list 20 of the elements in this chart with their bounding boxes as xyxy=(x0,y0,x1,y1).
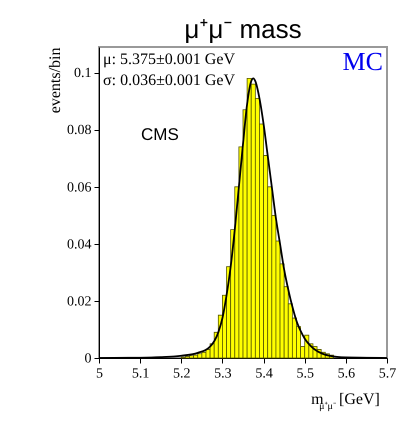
y-axis-title: events/bin xyxy=(47,48,64,114)
x-tick-label: 5.7 xyxy=(378,366,396,382)
annotation: σ: 0.036±0.001 GeV xyxy=(103,72,236,89)
y-tick-label: 0.06 xyxy=(67,180,92,196)
y-tick-label: 0.02 xyxy=(67,294,92,310)
y-tick-label: 0.04 xyxy=(67,237,92,252)
x-tick-label: 5.5 xyxy=(296,366,314,382)
x-tick-label: 5.2 xyxy=(173,366,191,382)
x-tick-label: 5 xyxy=(96,366,103,382)
x-tick-label: 5.1 xyxy=(132,366,150,382)
annotation: CMS xyxy=(141,125,179,144)
annotation: MC xyxy=(342,47,383,76)
x-tick-label: 5.4 xyxy=(255,366,273,382)
annotation: μ: 5.375±0.001 GeV xyxy=(103,51,236,68)
y-tick-label: 0 xyxy=(84,352,92,366)
chart-title: μ⁺μ⁻ mass xyxy=(184,14,302,44)
y-tick-label: 0.1 xyxy=(74,66,92,82)
y-tick-label: 0.08 xyxy=(67,123,92,138)
x-tick-label: 5.6 xyxy=(338,366,356,382)
x-tick-label: 5.3 xyxy=(214,366,232,382)
